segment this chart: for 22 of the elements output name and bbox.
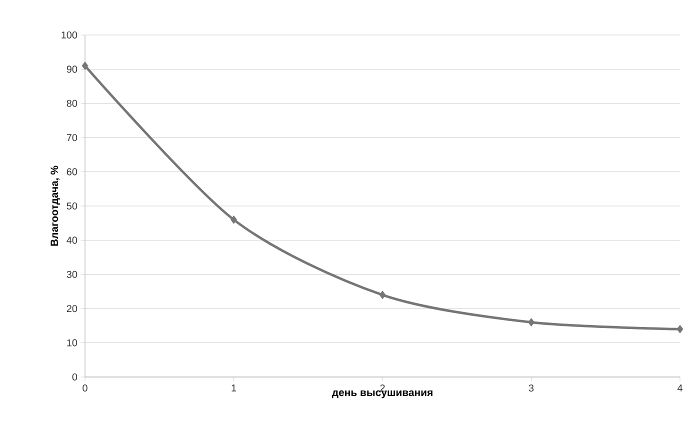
x-axis-title: день высушивания bbox=[332, 390, 432, 398]
y-tick-label: 40 bbox=[66, 236, 78, 244]
point bbox=[528, 318, 534, 327]
y-axis-title: Влагоотдача, % bbox=[50, 166, 60, 246]
y-tick-label: 10 bbox=[67, 339, 78, 346]
x-tick-label: 1 bbox=[232, 384, 236, 392]
point bbox=[82, 62, 88, 70]
y-tick-label: 70 bbox=[66, 134, 78, 142]
x-tick-label: 3 bbox=[528, 384, 534, 392]
x-tick-label: 0 bbox=[82, 384, 88, 392]
y-tick-label: 20 bbox=[66, 305, 78, 312]
y-tick-label: 100 bbox=[62, 31, 78, 39]
x-tick-label: 4 bbox=[677, 384, 682, 392]
y-tick-label: 0 bbox=[72, 373, 78, 381]
point bbox=[230, 215, 237, 224]
y-tick-label: 50 bbox=[66, 202, 78, 210]
y-tick-label: 60 bbox=[66, 168, 78, 176]
y-tick-label: 90 bbox=[66, 66, 78, 73]
point bbox=[379, 290, 386, 300]
point bbox=[676, 324, 684, 334]
y-tick-label: 80 bbox=[66, 100, 78, 107]
y-tick-label: 30 bbox=[66, 270, 78, 278]
